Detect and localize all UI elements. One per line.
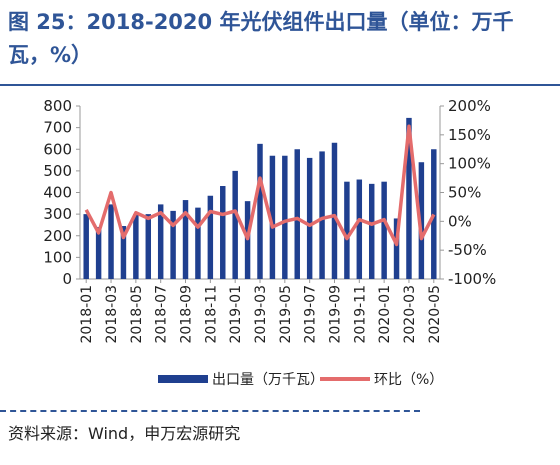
bar <box>108 204 114 279</box>
x-tick-label: 2018-07 <box>154 285 170 344</box>
right-tick-label: 150% <box>448 126 491 144</box>
source-divider <box>0 410 420 412</box>
x-tick-labels: 2018-01 2018-03 2018-05 2018-07 2018-09 2018-… <box>79 279 443 344</box>
bar <box>145 214 152 279</box>
bar <box>356 179 363 279</box>
left-tick-label: 400 <box>43 184 72 202</box>
x-tick-label: 2019-03 <box>253 285 269 344</box>
x-tick-label: 2018-09 <box>179 285 195 344</box>
bar <box>83 214 89 279</box>
left-tick-label: 300 <box>43 205 72 223</box>
x-tick-label: 2020-03 <box>402 285 418 344</box>
bar <box>257 143 263 279</box>
bar <box>282 155 288 279</box>
source-note: 资料来源：Wind，申万宏源研究 <box>8 424 241 443</box>
bar <box>344 181 350 279</box>
bar <box>157 204 164 279</box>
right-tick-label: 0% <box>448 212 472 230</box>
right-tick-label: 200% <box>448 97 491 115</box>
bar <box>381 181 387 279</box>
bar <box>306 157 313 279</box>
x-tick-label: 2019-11 <box>352 285 368 344</box>
bar <box>133 214 139 279</box>
bar <box>406 117 412 279</box>
line-series <box>84 124 436 247</box>
x-tick-label: 2018-01 <box>79 285 95 344</box>
bar <box>220 186 226 279</box>
bar <box>331 142 338 279</box>
left-tick-label: 800 <box>43 97 72 115</box>
chart-title: 图 25：2018-2020 年光伏组件出口量（单位：万千瓦，%） <box>8 10 514 67</box>
legend-bar-swatch <box>158 375 208 383</box>
bar <box>120 226 127 279</box>
chart: 0 100 200 300 400 500 600 700 800 -100% -50% 0% 50% 1… <box>43 97 496 388</box>
bar <box>431 149 437 279</box>
line-path <box>84 124 436 247</box>
bar <box>319 151 325 279</box>
right-tick-label: 100% <box>448 155 491 173</box>
legend-bar-label: 出口量（万千瓦） <box>212 372 324 388</box>
bar <box>368 183 375 279</box>
x-tick-label: 2019-05 <box>278 285 294 344</box>
axes: 0 100 200 300 400 500 600 700 800 -100% -50% 0% 50% 1… <box>43 97 496 288</box>
x-tick-label: 2019-09 <box>327 285 343 344</box>
bar <box>418 162 425 279</box>
x-tick-label: 2020-01 <box>377 285 393 344</box>
title-divider <box>0 84 560 86</box>
bar <box>232 170 238 279</box>
bar <box>207 195 214 279</box>
left-tick-label: 0 <box>62 270 72 288</box>
x-tick-label: 2018-03 <box>104 285 120 344</box>
left-tick-label: 700 <box>43 119 72 137</box>
bar <box>182 200 189 279</box>
x-tick-label: 2019-01 <box>228 285 244 344</box>
left-tick-label: 200 <box>43 227 72 245</box>
x-tick-label: 2020-05 <box>427 285 443 344</box>
bar <box>294 149 300 279</box>
bar-series <box>83 117 437 279</box>
left-tick-label: 600 <box>43 140 72 158</box>
bar <box>393 218 400 279</box>
bar <box>170 210 176 279</box>
right-tick-label: -100% <box>448 270 496 288</box>
bar <box>95 227 102 279</box>
x-tick-label: 2019-07 <box>303 285 319 344</box>
left-tick-label: 100 <box>43 248 72 266</box>
x-tick-label: 2018-05 <box>129 285 145 344</box>
right-tick-label: -50% <box>448 241 487 259</box>
left-tick-label: 500 <box>43 162 72 180</box>
legend: 出口量（万千瓦） 环比（%） <box>158 372 443 388</box>
x-tick-label: 2018-11 <box>203 285 219 344</box>
legend-line-label: 环比（%） <box>374 372 443 388</box>
bar <box>195 207 201 279</box>
right-tick-label: 50% <box>448 184 481 202</box>
bar <box>269 155 276 279</box>
